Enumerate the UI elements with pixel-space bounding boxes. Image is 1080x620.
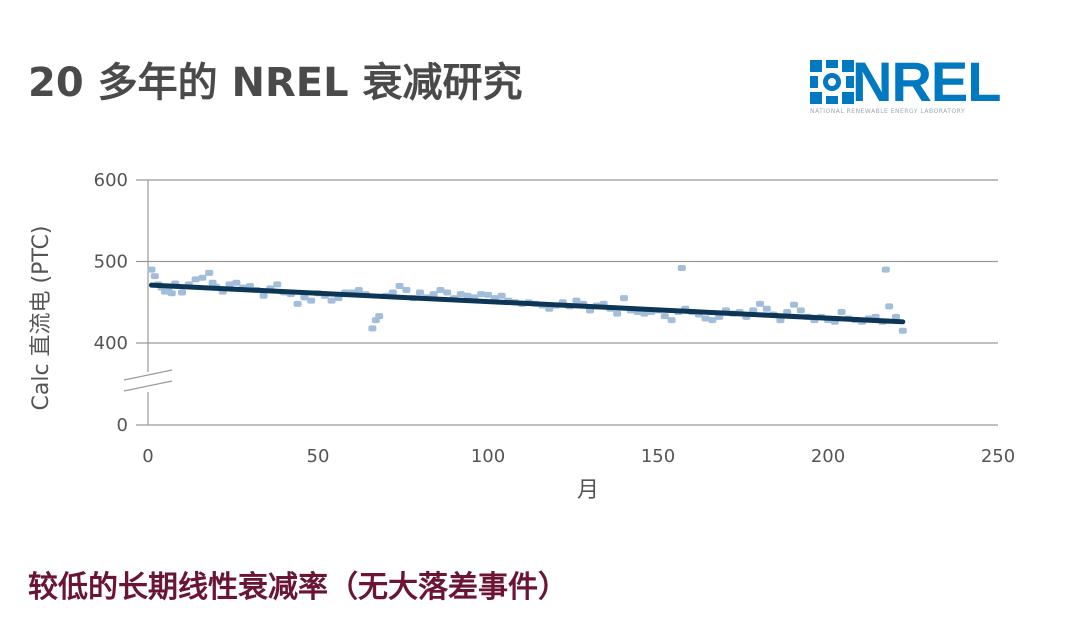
data-point bbox=[881, 266, 890, 273]
y-tick-label: 600 bbox=[94, 170, 128, 191]
data-point bbox=[402, 287, 411, 294]
y-tick-label: 400 bbox=[94, 333, 128, 354]
data-point bbox=[327, 297, 336, 304]
data-point bbox=[776, 317, 785, 324]
nrel-logo: NREL NATIONAL RENEWABLE ENERGY LABORATOR… bbox=[808, 50, 1024, 122]
data-point bbox=[147, 266, 156, 273]
data-point bbox=[388, 289, 397, 296]
x-tick-label: 100 bbox=[471, 446, 505, 467]
x-tick-label: 200 bbox=[811, 446, 845, 467]
data-point bbox=[701, 315, 710, 322]
data-point bbox=[375, 313, 384, 320]
data-point bbox=[456, 291, 465, 298]
x-tick-label: 50 bbox=[307, 446, 330, 467]
data-point bbox=[395, 282, 404, 289]
data-point bbox=[667, 317, 676, 324]
axis-break-mark bbox=[123, 380, 173, 392]
data-point bbox=[178, 289, 186, 296]
x-tick-label: 150 bbox=[641, 446, 675, 467]
data-point bbox=[300, 294, 309, 301]
data-point bbox=[885, 303, 894, 310]
axis-break bbox=[123, 369, 173, 392]
trend-line-layer bbox=[148, 282, 906, 325]
data-point bbox=[307, 297, 316, 304]
logo-wordmark: NREL bbox=[852, 50, 1001, 113]
data-point bbox=[762, 305, 771, 312]
data-point bbox=[477, 291, 486, 298]
data-point bbox=[259, 292, 268, 299]
logo-subtext: NATIONAL RENEWABLE ENERGY LABORATORY bbox=[810, 108, 966, 115]
trend-line bbox=[148, 282, 906, 325]
data-point bbox=[756, 300, 764, 307]
data-point bbox=[620, 295, 628, 302]
scatter-points bbox=[147, 265, 907, 334]
footer-subtitle: 较低的长期线性衰减率（无大落差事件） bbox=[28, 570, 568, 605]
data-point bbox=[368, 325, 377, 332]
data-point bbox=[416, 289, 424, 296]
data-point bbox=[497, 292, 506, 299]
y-tick-label: 0 bbox=[117, 415, 128, 436]
data-point bbox=[660, 313, 669, 320]
data-point bbox=[837, 309, 846, 316]
data-point bbox=[677, 265, 686, 272]
x-tick-label: 250 bbox=[981, 446, 1015, 467]
data-point bbox=[640, 310, 649, 317]
data-point bbox=[749, 307, 758, 314]
y-tick-label: 500 bbox=[94, 252, 128, 273]
data-point bbox=[293, 300, 302, 307]
y-axis-label: Calc 直流电 (PTC) bbox=[29, 226, 54, 411]
data-point bbox=[273, 281, 282, 288]
data-point bbox=[796, 307, 805, 314]
data-point bbox=[613, 310, 622, 317]
data-point bbox=[198, 274, 207, 281]
data-point bbox=[892, 313, 900, 320]
x-tick-label: 0 bbox=[142, 446, 153, 467]
x-tick-labels: 0 50 100 150 200 250 bbox=[142, 446, 1015, 467]
data-point bbox=[708, 317, 717, 324]
x-axis-label: 月 bbox=[577, 478, 599, 503]
data-point bbox=[790, 301, 798, 308]
data-point bbox=[150, 273, 159, 280]
data-point bbox=[191, 276, 200, 283]
data-point bbox=[436, 287, 445, 294]
data-point bbox=[429, 291, 438, 298]
axis-break-mark bbox=[123, 369, 173, 381]
data-point bbox=[225, 281, 234, 288]
data-point bbox=[205, 269, 214, 276]
data-point bbox=[484, 291, 492, 298]
data-point bbox=[463, 292, 472, 299]
data-point bbox=[354, 287, 363, 294]
y-tick-labels: 0 400 500 600 bbox=[94, 170, 128, 436]
grid-layer bbox=[136, 179, 998, 426]
data-point bbox=[783, 309, 792, 316]
data-point bbox=[232, 279, 241, 286]
nrel-emblem-icon bbox=[810, 60, 854, 104]
data-point bbox=[898, 327, 907, 334]
data-point bbox=[443, 289, 452, 296]
data-point bbox=[545, 305, 554, 312]
data-point bbox=[572, 297, 581, 304]
data-point bbox=[167, 290, 176, 297]
page-title: 20 多年的 NREL 衰减研究 bbox=[28, 60, 523, 106]
